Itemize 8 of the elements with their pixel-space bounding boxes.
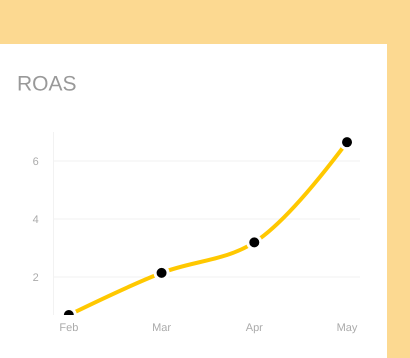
y-tick-label: 2	[32, 272, 39, 284]
x-tick-label: Apr	[246, 322, 264, 334]
y-tick-label: 6	[32, 156, 39, 168]
y-tick-label: 4	[32, 214, 39, 226]
chart-title: ROAS	[17, 72, 77, 96]
x-tick-label: Feb	[59, 322, 78, 334]
x-tick-label: May	[336, 322, 358, 334]
x-tick-label: Mar	[152, 322, 172, 334]
